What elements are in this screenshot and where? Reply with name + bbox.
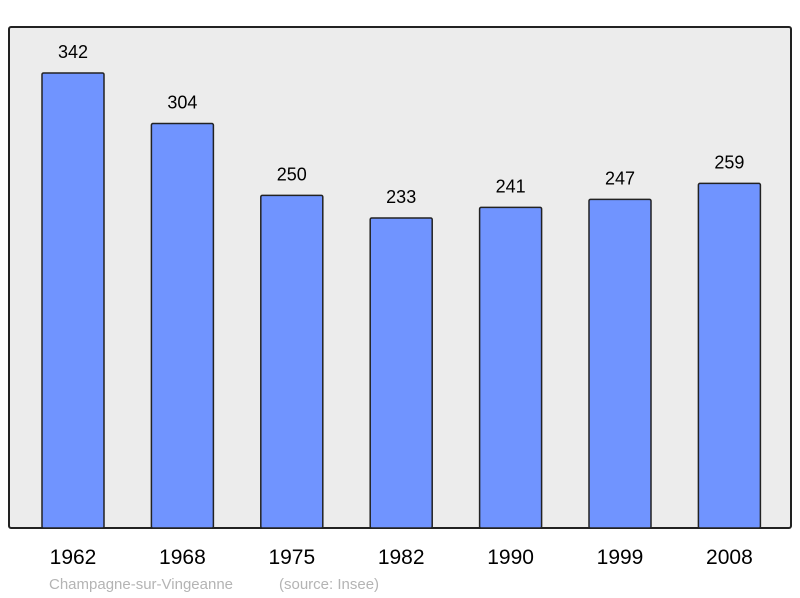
bar-1990 <box>478 206 543 529</box>
data-label-2008: 259 <box>714 152 744 172</box>
bar-1962 <box>41 72 105 529</box>
data-label-1968: 304 <box>167 93 197 113</box>
bar-1982 <box>369 217 433 529</box>
data-label-1982: 233 <box>386 187 416 207</box>
bar-1968 <box>150 122 215 529</box>
x-tick-1962: 1962 <box>50 546 97 569</box>
bar-1999 <box>588 198 652 529</box>
x-tick-1968: 1968 <box>159 546 206 569</box>
x-tick-2008: 2008 <box>706 546 753 569</box>
data-label-1962: 342 <box>58 42 88 62</box>
x-tick-1999: 1999 <box>597 546 644 569</box>
bar-1975 <box>260 194 324 529</box>
x-tick-1982: 1982 <box>378 546 425 569</box>
x-tick-1990: 1990 <box>487 546 534 569</box>
data-label-1990: 241 <box>496 176 526 196</box>
x-tick-1975: 1975 <box>268 546 315 569</box>
bar-2008 <box>697 182 762 529</box>
footer-place: Champagne-sur-Vingeanne <box>49 576 233 593</box>
data-label-1999: 247 <box>605 168 635 188</box>
data-label-1975: 250 <box>277 164 307 184</box>
footer-source: (source: Insee) <box>279 576 379 593</box>
